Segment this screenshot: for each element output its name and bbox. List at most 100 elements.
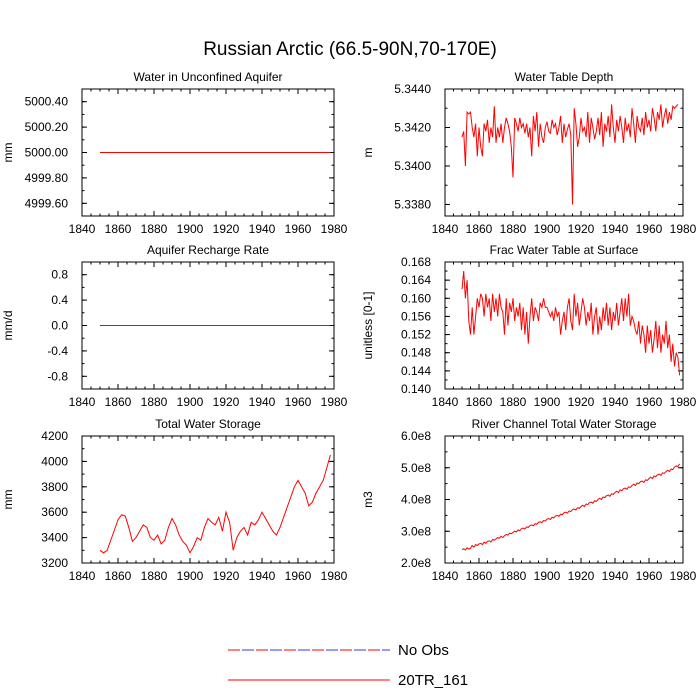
- x-tick-label: 1960: [636, 569, 663, 583]
- y-axis-label: mm/d: [1, 311, 15, 341]
- x-tick-label: 1960: [285, 395, 312, 409]
- y-axis-label: m3: [361, 491, 375, 508]
- x-tick-label: 1900: [534, 569, 561, 583]
- panel-frame: [444, 88, 684, 217]
- x-tick-label: 1980: [670, 569, 697, 583]
- y-tick-label: 0.144: [401, 364, 431, 378]
- y-tick-label: 0.4: [51, 293, 68, 307]
- x-tick-label: 1920: [568, 569, 595, 583]
- y-axis-label: unitless [0-1]: [361, 291, 375, 359]
- x-tick-label: 1880: [141, 395, 168, 409]
- x-tick-label: 1940: [249, 569, 276, 583]
- x-tick-label: 1980: [321, 222, 348, 236]
- legend-label-20tr-161: 20TR_161: [398, 672, 468, 689]
- y-tick-label: 0.140: [401, 382, 431, 396]
- x-tick-label: 1920: [213, 222, 240, 236]
- x-tick-label: 1880: [500, 569, 527, 583]
- legend-label-no-obs: No Obs: [398, 642, 449, 659]
- panel-title: Total Water Storage: [155, 417, 261, 431]
- panel-title: Water Table Depth: [515, 70, 614, 84]
- x-tick-label: 1880: [141, 569, 168, 583]
- x-tick-label: 1840: [432, 222, 459, 236]
- y-tick-label: 5.3380: [394, 197, 431, 211]
- x-tick-label: 1860: [105, 395, 132, 409]
- y-tick-label: 0.148: [401, 346, 431, 360]
- y-tick-label: 5000.00: [25, 146, 69, 160]
- x-tick-label: 1840: [432, 395, 459, 409]
- x-tick-label: 1860: [105, 569, 132, 583]
- x-tick-label: 1840: [432, 569, 459, 583]
- x-tick-label: 1900: [177, 395, 204, 409]
- y-tick-label: 3.0e8: [401, 524, 431, 538]
- panels: Water in Unconfined Aquifer 1840 1860 1880 1…: [1, 70, 697, 583]
- y-tick-label: 4999.80: [25, 171, 69, 185]
- panel-5: River Channel Total Water Storage 1840 186…: [361, 417, 697, 583]
- y-tick-label: 0.164: [401, 273, 431, 287]
- x-tick-label: 1860: [466, 395, 493, 409]
- x-tick-label: 1900: [534, 222, 561, 236]
- y-tick-label: 5000.40: [25, 95, 69, 109]
- x-tick-label: 1940: [602, 222, 629, 236]
- y-axis-label: mm: [1, 143, 15, 163]
- x-tick-label: 1940: [602, 395, 629, 409]
- x-tick-label: 1860: [466, 222, 493, 236]
- figure-title: Russian Arctic (66.5-90N,70-170E): [203, 39, 497, 60]
- x-tick-label: 1840: [69, 395, 96, 409]
- series-line-20TR_161: [461, 271, 681, 376]
- x-tick-label: 1860: [105, 222, 132, 236]
- y-tick-label: 5.0e8: [401, 461, 431, 475]
- series-line-20TR_161: [461, 463, 681, 551]
- x-tick-label: 1940: [602, 569, 629, 583]
- x-tick-label: 1900: [177, 222, 204, 236]
- x-tick-label: 1880: [500, 222, 527, 236]
- x-tick-label: 1960: [636, 395, 663, 409]
- x-tick-label: 1860: [466, 569, 493, 583]
- y-tick-label: 4200: [41, 429, 68, 443]
- x-tick-label: 1960: [285, 569, 312, 583]
- y-tick-label: 4999.60: [25, 196, 69, 210]
- y-tick-label: 5.3400: [394, 159, 431, 173]
- y-axis-label: mm: [1, 490, 15, 510]
- y-tick-label: 0.0: [51, 319, 68, 333]
- y-tick-label: -0.4: [47, 344, 68, 358]
- panel-frame: [444, 435, 684, 564]
- y-tick-label: 5000.20: [25, 120, 69, 134]
- y-axis-label: m: [361, 148, 375, 158]
- panel-0: Water in Unconfined Aquifer 1840 1860 1880 1…: [1, 70, 348, 236]
- series-line-20TR_161: [99, 454, 331, 554]
- x-tick-label: 1940: [249, 395, 276, 409]
- y-tick-label: 6.0e8: [401, 429, 431, 443]
- x-tick-label: 1960: [636, 222, 663, 236]
- x-tick-label: 1920: [213, 395, 240, 409]
- panel-4: Total Water Storage 1840 1860 1880 1900 1920 1…: [1, 417, 348, 583]
- x-tick-label: 1920: [568, 222, 595, 236]
- y-tick-label: 0.168: [401, 255, 431, 269]
- x-tick-label: 1900: [177, 569, 204, 583]
- x-tick-label: 1980: [321, 569, 348, 583]
- x-tick-label: 1880: [141, 222, 168, 236]
- panel-frame: [81, 435, 335, 564]
- x-tick-label: 1960: [285, 222, 312, 236]
- y-tick-label: 0.152: [401, 328, 431, 342]
- x-tick-label: 1980: [670, 222, 697, 236]
- y-tick-label: -0.8: [47, 369, 68, 383]
- series-line-20TR_161: [461, 104, 679, 205]
- x-tick-label: 1900: [534, 395, 561, 409]
- y-tick-label: 2.0e8: [401, 556, 431, 570]
- y-tick-label: 5.3420: [394, 120, 431, 134]
- panel-title: River Channel Total Water Storage: [472, 417, 657, 431]
- y-tick-label: 4000: [41, 454, 68, 468]
- y-tick-label: 4.0e8: [401, 493, 431, 507]
- y-tick-label: 5.3440: [394, 82, 431, 96]
- x-tick-label: 1940: [249, 222, 276, 236]
- x-tick-label: 1840: [69, 569, 96, 583]
- y-tick-label: 0.160: [401, 291, 431, 305]
- panel-title: Frac Water Table at Surface: [490, 243, 639, 257]
- panel-title: Aquifer Recharge Rate: [147, 243, 269, 257]
- legend: No Obs 20TR_161: [228, 642, 468, 689]
- panel-title: Water in Unconfined Aquifer: [134, 70, 283, 84]
- x-tick-label: 1920: [568, 395, 595, 409]
- panel-2: Aquifer Recharge Rate 1840 1860 1880 1900 192…: [1, 243, 348, 409]
- x-tick-label: 1980: [670, 395, 697, 409]
